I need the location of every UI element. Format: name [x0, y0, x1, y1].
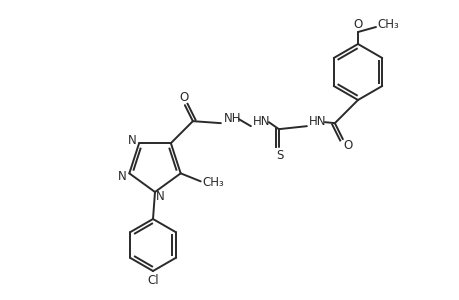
Text: HN: HN: [308, 115, 326, 128]
Text: O: O: [342, 139, 352, 152]
Text: NH: NH: [224, 112, 241, 125]
Text: CH₃: CH₃: [376, 19, 398, 32]
Text: HN: HN: [252, 115, 270, 128]
Text: N: N: [128, 134, 136, 147]
Text: Cl: Cl: [147, 274, 158, 286]
Text: S: S: [275, 149, 283, 162]
Text: N: N: [155, 190, 164, 203]
Text: N: N: [118, 170, 126, 183]
Text: O: O: [353, 19, 362, 32]
Text: O: O: [179, 91, 188, 104]
Text: CH₃: CH₃: [202, 176, 224, 189]
